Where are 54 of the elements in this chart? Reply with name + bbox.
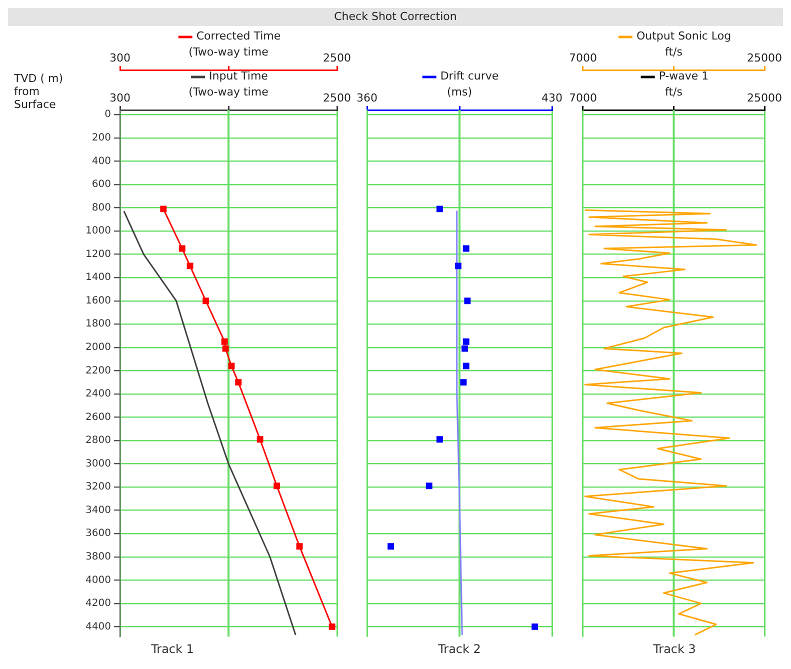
point: [462, 338, 470, 345]
y-tick-label: 3000: [86, 458, 111, 470]
y-tick-label: 4400: [86, 621, 111, 632]
y-tick-label: 4200: [86, 598, 111, 610]
x-tick-label: 360: [356, 91, 378, 104]
point: [460, 379, 467, 386]
y-tick-label: 1400: [86, 272, 111, 284]
text: Track 1: [150, 642, 194, 656]
y-tick-label: 1800: [86, 318, 111, 330]
text: Track 2: [437, 642, 481, 656]
point: [426, 482, 432, 490]
y-tick-label: 4000: [86, 574, 111, 586]
point: [532, 623, 538, 630]
point: [462, 245, 470, 252]
y-tick-label: 2600: [86, 412, 111, 423]
y-tick-label: 400: [92, 156, 111, 167]
y-tick-label: 1000: [86, 226, 111, 237]
y-tick-label: 1600: [86, 295, 111, 306]
point: [462, 362, 470, 370]
y-tick-label: 2800: [86, 435, 111, 446]
legend-label: Corrected Time: [196, 29, 281, 42]
legend-label: P-wave 1: [658, 69, 709, 82]
x-tick-label: 430: [542, 91, 562, 104]
y-tick-label: 3600: [86, 528, 111, 540]
legend-label: Input Time: [209, 69, 268, 82]
point: [436, 436, 443, 443]
x2-axis-title: ft/s: [665, 45, 683, 58]
y-tick-label: 2200: [86, 365, 111, 376]
y-tick-label: 2400: [86, 388, 111, 400]
legend-label: Drift curve: [440, 69, 499, 82]
y-tick-label: 800: [92, 202, 111, 214]
y-tick-label: 3200: [86, 482, 111, 493]
x2-axis-title: (Two-way time: [188, 45, 269, 58]
point: [464, 298, 471, 304]
y-tick-label: 2000: [86, 342, 111, 353]
point: [436, 206, 443, 212]
y-tick-label: 0: [104, 109, 111, 120]
x-axis-title: (Two-way time: [188, 85, 269, 98]
y-tick-label: 3400: [86, 504, 111, 516]
text: Track 3: [652, 642, 696, 656]
point: [454, 262, 462, 270]
x-tick-label: 2500: [323, 91, 351, 104]
point: [462, 345, 468, 352]
text: Check Shot Correction: [334, 10, 457, 23]
y-tick-label: 3800: [86, 551, 111, 562]
y-tick-label: 1200: [86, 248, 111, 260]
x-axis-title: ft/s: [665, 85, 683, 98]
y-tick-label: 600: [92, 179, 111, 190]
y-axis-title: TVD ( m) from Surface: [14, 72, 64, 111]
x-tick-label: 300: [110, 91, 130, 104]
x-axis-title: (ms): [446, 85, 472, 98]
y-tick-label: 200: [92, 132, 111, 144]
point: [388, 543, 394, 550]
legend-label: Output Sonic Log: [636, 29, 732, 42]
